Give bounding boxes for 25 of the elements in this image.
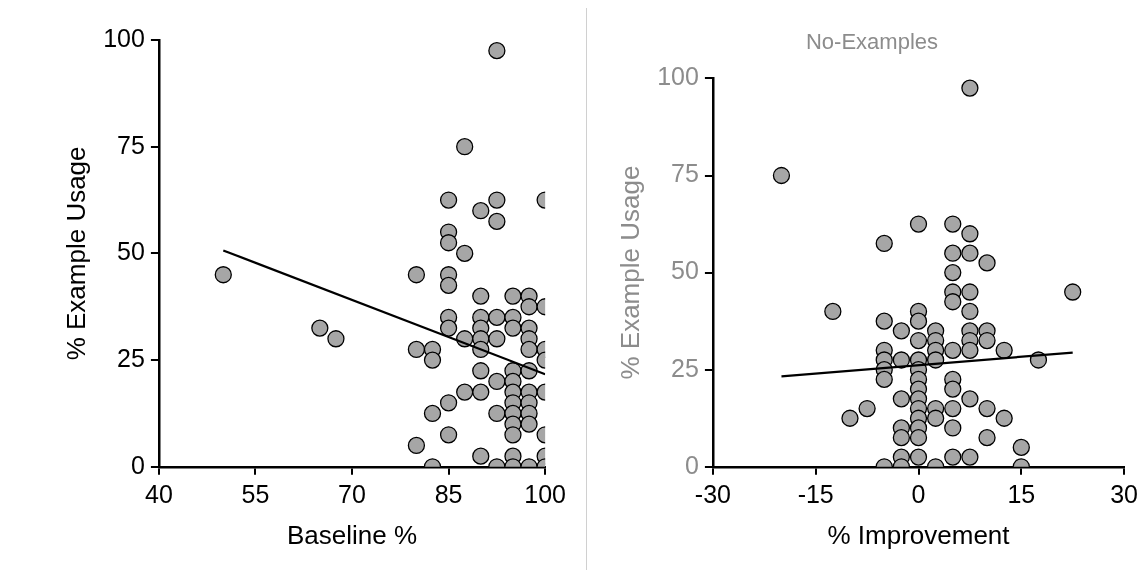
x-tick-label: 55 <box>241 479 270 508</box>
x-tick-label: 0 <box>911 479 926 508</box>
y-axis-title: % Example Usage <box>60 146 91 361</box>
x-axis-title: Baseline % <box>286 519 418 550</box>
x-tick-label: 30 <box>1110 479 1138 508</box>
y-tick-label: 0 <box>131 450 145 479</box>
y-tick-label: 0 <box>685 450 699 479</box>
chart-title: No-Examples <box>805 29 939 55</box>
y-tick-label: 25 <box>671 353 699 382</box>
y-tick-label: 100 <box>657 62 699 91</box>
x-tick-label: 15 <box>1007 479 1036 508</box>
x-tick-label: 40 <box>145 479 173 508</box>
y-tick-label: 50 <box>671 256 699 285</box>
y-tick-label: 75 <box>117 130 145 159</box>
y-tick-label: 25 <box>117 343 145 372</box>
y-axis-title: % Example Usage <box>614 165 645 380</box>
y-tick-label: 100 <box>103 23 145 52</box>
x-tick-label: -15 <box>797 479 834 508</box>
x-tick-label: 85 <box>434 479 463 508</box>
y-tick-label: 50 <box>117 237 145 266</box>
y-tick-label: 75 <box>671 159 699 188</box>
x-axis-title: % Improvement <box>827 519 1011 550</box>
x-tick-label: -30 <box>694 479 731 508</box>
x-tick-label: 70 <box>338 479 366 508</box>
x-tick-label: 100 <box>524 479 566 508</box>
